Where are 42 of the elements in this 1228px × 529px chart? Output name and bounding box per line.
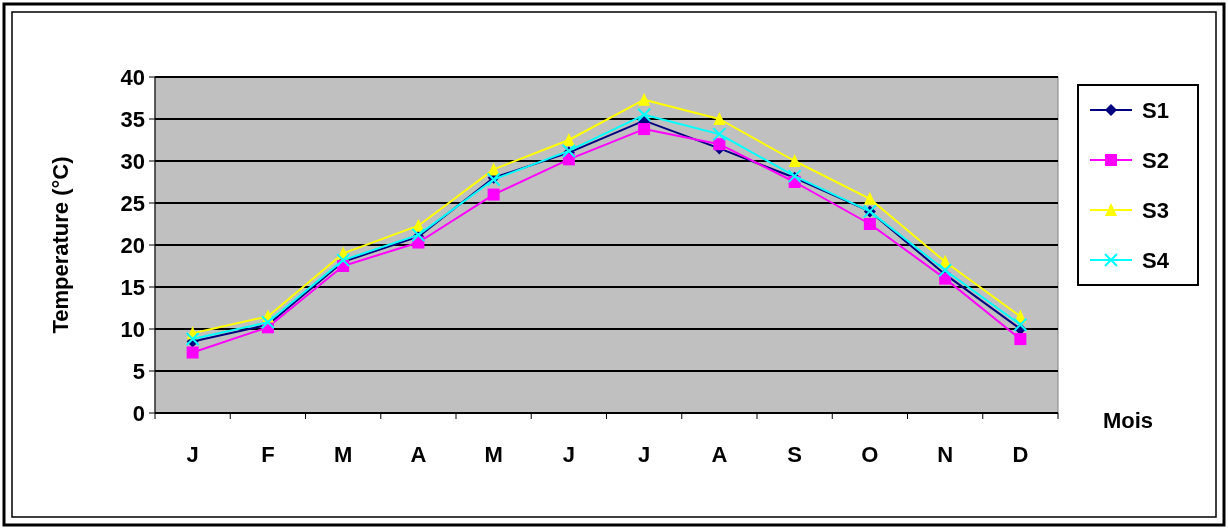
x-tick-label: A [410, 442, 427, 467]
x-tick-label: J [562, 442, 575, 467]
point [562, 133, 575, 146]
y-tick-label: 0 [132, 400, 145, 426]
y-tick-label: 20 [120, 232, 145, 258]
point [713, 112, 726, 125]
x-tick-label: D [1012, 442, 1029, 467]
point [713, 138, 726, 151]
legend-label: S2 [1142, 147, 1169, 173]
x-tick-label: J [186, 442, 199, 467]
y-tick-label: 15 [120, 274, 145, 300]
point [487, 188, 500, 201]
legend-label: S3 [1142, 197, 1169, 223]
y-tick-label: 40 [120, 64, 145, 90]
y-tick-label: 5 [132, 358, 145, 384]
point [1013, 317, 1028, 332]
x-tick-label: N [937, 442, 954, 467]
x-tick-label: M [333, 442, 353, 467]
x-tick-label: M [484, 442, 503, 467]
legend-label: S4 [1142, 247, 1170, 273]
x-tick-label: F [261, 442, 275, 467]
y-axis-title: Temperature (°C) [48, 156, 73, 334]
x-tick-label: J [638, 442, 651, 467]
point [863, 191, 876, 205]
legend-label: S1 [1142, 97, 1169, 123]
point [1014, 333, 1027, 346]
x-tick-label: A [711, 442, 728, 467]
y-tick-label: 25 [120, 190, 145, 216]
point [638, 123, 651, 136]
point [863, 218, 876, 230]
x-axis-title: Mois [1102, 408, 1154, 433]
point [788, 154, 801, 167]
point [638, 92, 651, 106]
point [938, 263, 953, 278]
y-tick-label: 35 [120, 106, 145, 132]
y-tick-label: 30 [120, 148, 145, 174]
y-tick-label: 10 [120, 316, 145, 342]
x-tick-label: S [787, 442, 802, 467]
point [637, 107, 652, 122]
point [712, 127, 727, 142]
x-tick-label: O [861, 442, 879, 467]
point [186, 346, 199, 359]
